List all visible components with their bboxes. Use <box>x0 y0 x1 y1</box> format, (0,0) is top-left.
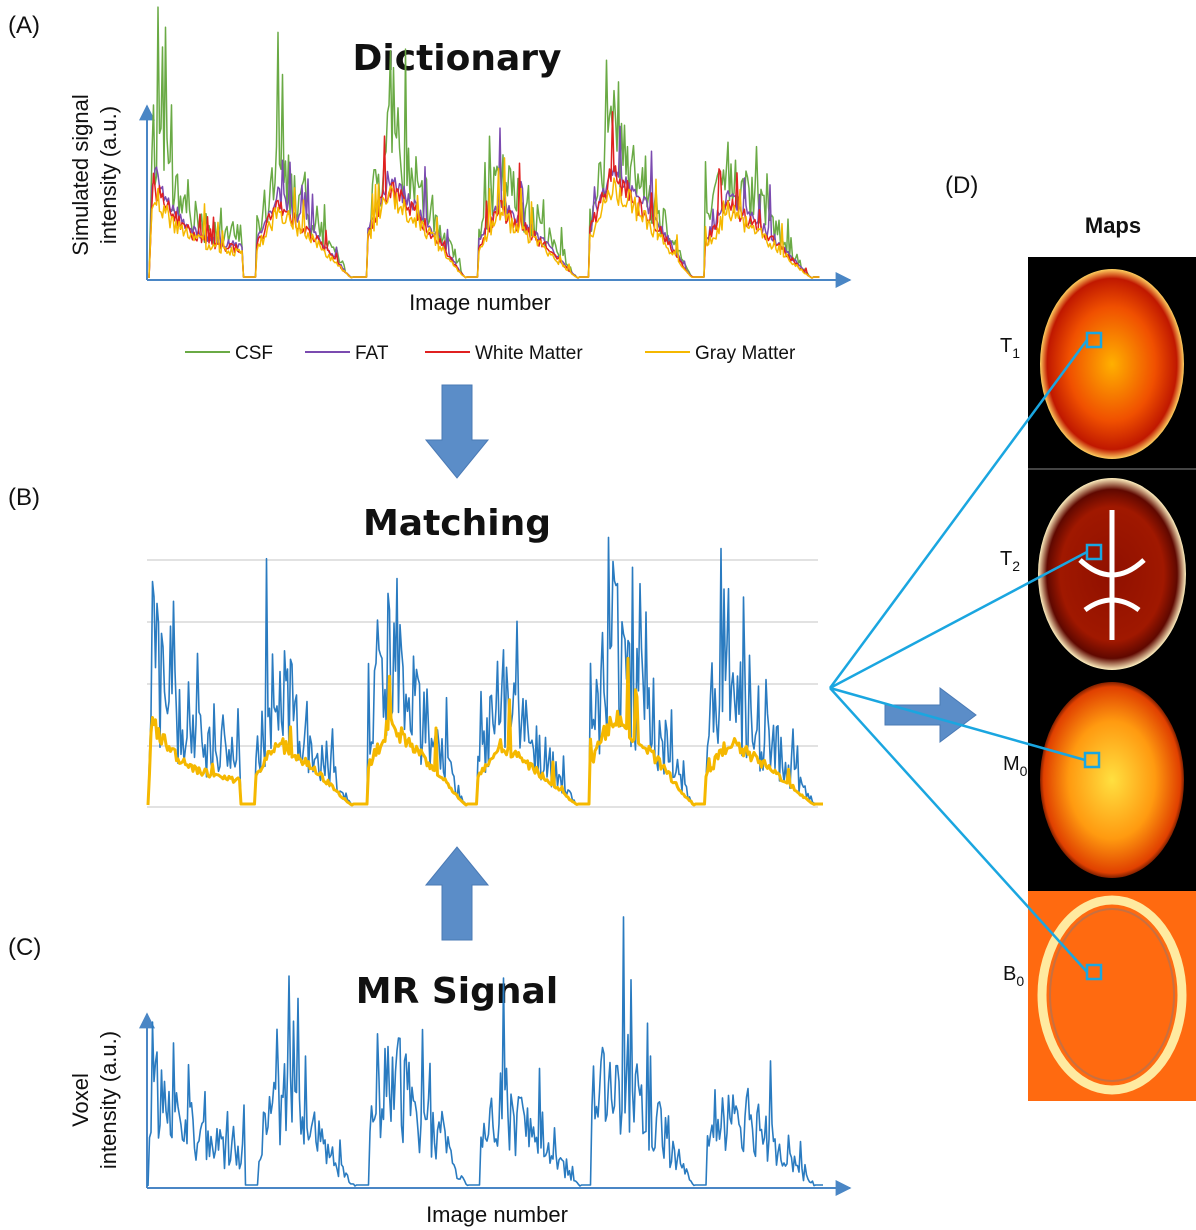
x-axis-label: Image number <box>426 1202 568 1227</box>
panel-label: (B) <box>8 484 40 511</box>
legend-label: Gray Matter <box>695 343 796 364</box>
y-axis-label: Voxel <box>68 1073 93 1127</box>
map-subscript: 0 <box>1016 973 1024 989</box>
panel-label: (C) <box>8 934 41 961</box>
legend-label: CSF <box>235 343 273 364</box>
map-label: B0 <box>1003 963 1024 989</box>
map-symbol: T <box>1000 548 1012 570</box>
m0-map <box>1040 682 1184 878</box>
map-label: T2 <box>1000 548 1020 574</box>
panel-label: (A) <box>8 12 40 39</box>
panel-title: Maps <box>1085 213 1141 238</box>
map-symbol: T <box>1000 335 1012 357</box>
arrow-down <box>426 385 488 478</box>
x-axis-label: Image number <box>409 290 551 315</box>
b0-map <box>1028 891 1196 1101</box>
map-subscript: 0 <box>1020 763 1028 779</box>
page: MR Fingerprinting {"panel_a": {"label": … <box>0 0 1196 1230</box>
map-symbol: M <box>1003 753 1020 775</box>
panel-title: MR Signal <box>356 971 558 1012</box>
arrow-right <box>885 688 976 742</box>
arrow-up <box>426 847 488 940</box>
voxel-signal <box>148 917 823 1186</box>
map-symbol: B <box>1003 963 1016 985</box>
legend: CSF FAT White Matter Gray Matter <box>185 343 796 364</box>
map-subscript: 2 <box>1012 558 1020 574</box>
y-axis-label: intensity (a.u.) <box>96 106 121 244</box>
panel-label: (D) <box>945 172 978 199</box>
map-subscript: 1 <box>1012 345 1020 361</box>
t1-map <box>1040 269 1184 459</box>
y-axis-label: intensity (a.u.) <box>96 1031 121 1169</box>
legend-label: FAT <box>355 343 389 364</box>
map-label: M0 <box>1003 753 1028 779</box>
legend-label: White Matter <box>475 343 583 364</box>
figure: (A) Dictionary Simulated signal intensit… <box>0 0 1196 1230</box>
map-label: T1 <box>1000 335 1020 361</box>
panel-title: Matching <box>363 503 551 544</box>
panel-title: Dictionary <box>353 38 562 79</box>
body: (A) Dictionary Simulated signal intensit… <box>0 0 1196 1230</box>
y-axis-label: Simulated signal <box>68 94 93 255</box>
